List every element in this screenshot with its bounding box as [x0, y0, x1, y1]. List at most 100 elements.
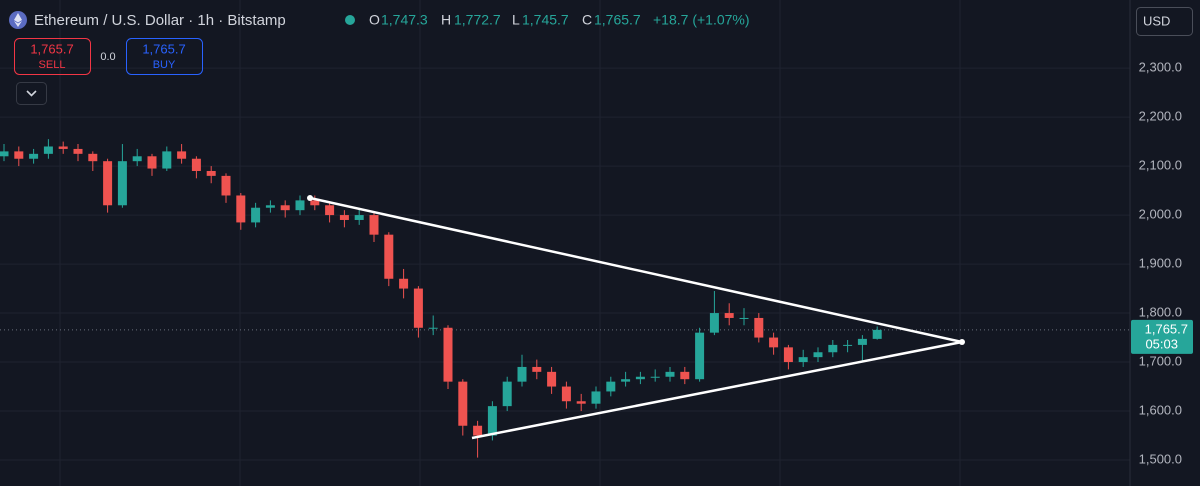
- candle-body: [428, 327, 438, 329]
- candle-body: [399, 278, 409, 289]
- candle-body: [724, 313, 734, 318]
- candle-body: [739, 317, 749, 319]
- y-tick-label: 1,700.0: [1139, 353, 1182, 368]
- candle-body: [0, 151, 9, 157]
- candle-body: [251, 207, 261, 223]
- candle-body: [236, 195, 246, 223]
- ohlc-key: C: [582, 12, 592, 28]
- trendline-upper: [309, 196, 963, 344]
- candle-body: [117, 161, 127, 206]
- candle-body: [650, 376, 660, 378]
- ohlc-value: 1,747.3: [381, 12, 428, 28]
- status-dot: [345, 15, 355, 25]
- last-price-label: 1,765.7: [1145, 321, 1188, 336]
- last-price-box: [1131, 319, 1193, 354]
- candle-body: [325, 205, 335, 216]
- candle-body: [517, 366, 527, 382]
- candle-body: [413, 288, 423, 328]
- candle-body: [813, 352, 823, 358]
- candle-body: [606, 381, 616, 392]
- candle-body: [206, 170, 216, 176]
- buy-label[interactable]: BUY: [153, 59, 176, 71]
- candle-body: [843, 344, 853, 346]
- y-tick-label: 1,600.0: [1139, 402, 1182, 417]
- y-tick-label: 1,800.0: [1139, 304, 1182, 319]
- candle-body: [132, 156, 142, 162]
- candle-body: [828, 344, 838, 353]
- ohlc-value: 1,745.7: [522, 12, 569, 28]
- currency[interactable]: USD: [1143, 13, 1170, 28]
- candle-body: [384, 234, 394, 279]
- candle-body: [73, 148, 83, 154]
- buy-price[interactable]: 1,765.7: [142, 41, 185, 56]
- ohlc-key: O: [369, 12, 380, 28]
- candle-body: [88, 153, 98, 162]
- candle-body: [591, 391, 601, 404]
- candle-body: [709, 313, 719, 333]
- candle-body: [473, 425, 483, 436]
- sell-label[interactable]: SELL: [39, 59, 66, 71]
- eth-glyph: [14, 13, 22, 27]
- change: +18.7 (+1.07%): [653, 12, 750, 28]
- trendline-handle: [959, 339, 965, 345]
- candle-body: [798, 357, 808, 363]
- collapse-button[interactable]: [16, 82, 47, 105]
- candle-body: [43, 146, 53, 154]
- candle-body: [487, 406, 497, 436]
- candle-body: [532, 366, 542, 372]
- price-axis: 1,500.0 1,600.0 1,700.0 1,800.0 1,900.0 2,000…: [1131, 60, 1193, 466]
- candle-body: [443, 327, 453, 382]
- ohlc-value: 1,765.7: [594, 12, 641, 28]
- sell-price[interactable]: 1,765.7: [30, 41, 73, 56]
- candle-body: [191, 158, 201, 171]
- trendline-handle: [307, 195, 313, 201]
- candle-body: [58, 146, 68, 149]
- candle-body: [280, 205, 290, 211]
- candle-body: [783, 347, 793, 363]
- candle-body: [29, 153, 39, 159]
- candle-body: [221, 175, 231, 196]
- candle-body: [576, 401, 586, 404]
- candle-body: [502, 381, 512, 407]
- candle-body: [369, 215, 379, 235]
- candle-body: [265, 205, 275, 208]
- candle-body: [769, 337, 779, 348]
- candle-body: [635, 376, 645, 380]
- candle-body: [872, 329, 882, 339]
- candle-body: [162, 151, 172, 169]
- y-tick-label: 2,200.0: [1139, 109, 1182, 124]
- candle-body: [354, 215, 364, 220]
- candle-body: [695, 332, 705, 380]
- candle-body: [458, 381, 468, 426]
- symbol: Ethereum / U.S. Dollar · 1h · Bitstamp: [34, 12, 286, 29]
- candle-body: [547, 371, 557, 387]
- countdown: 05:03: [1145, 336, 1178, 351]
- y-tick-label: 1,500.0: [1139, 451, 1182, 466]
- trendline-lower: [471, 340, 963, 440]
- ohlc-value: 1,772.7: [454, 12, 501, 28]
- ohlc-key: H: [441, 12, 451, 28]
- grid: [0, 67, 1130, 461]
- y-tick-label: 2,300.0: [1139, 60, 1182, 75]
- candle-body: [754, 317, 764, 338]
- y-tick-label: 2,000.0: [1139, 207, 1182, 222]
- candle-body: [14, 151, 24, 159]
- candle-body: [339, 215, 349, 220]
- ohlc-key: L: [512, 12, 520, 28]
- sell-button[interactable]: [14, 38, 91, 75]
- spread: 0.0: [100, 51, 115, 63]
- candle-body: [147, 156, 157, 169]
- currency-button[interactable]: [1136, 7, 1193, 36]
- candle-body: [857, 338, 867, 345]
- candle-body: [310, 200, 320, 206]
- y-tick-label: 1,900.0: [1139, 256, 1182, 271]
- candle-body: [295, 200, 305, 211]
- y-tick-label: 2,100.0: [1139, 158, 1182, 173]
- vertical-grid: [59, 0, 961, 486]
- candle-body: [561, 386, 571, 402]
- buy-button[interactable]: [126, 38, 203, 75]
- candle-body: [621, 379, 631, 382]
- candle-body: [665, 371, 675, 377]
- candles: [0, 139, 882, 458]
